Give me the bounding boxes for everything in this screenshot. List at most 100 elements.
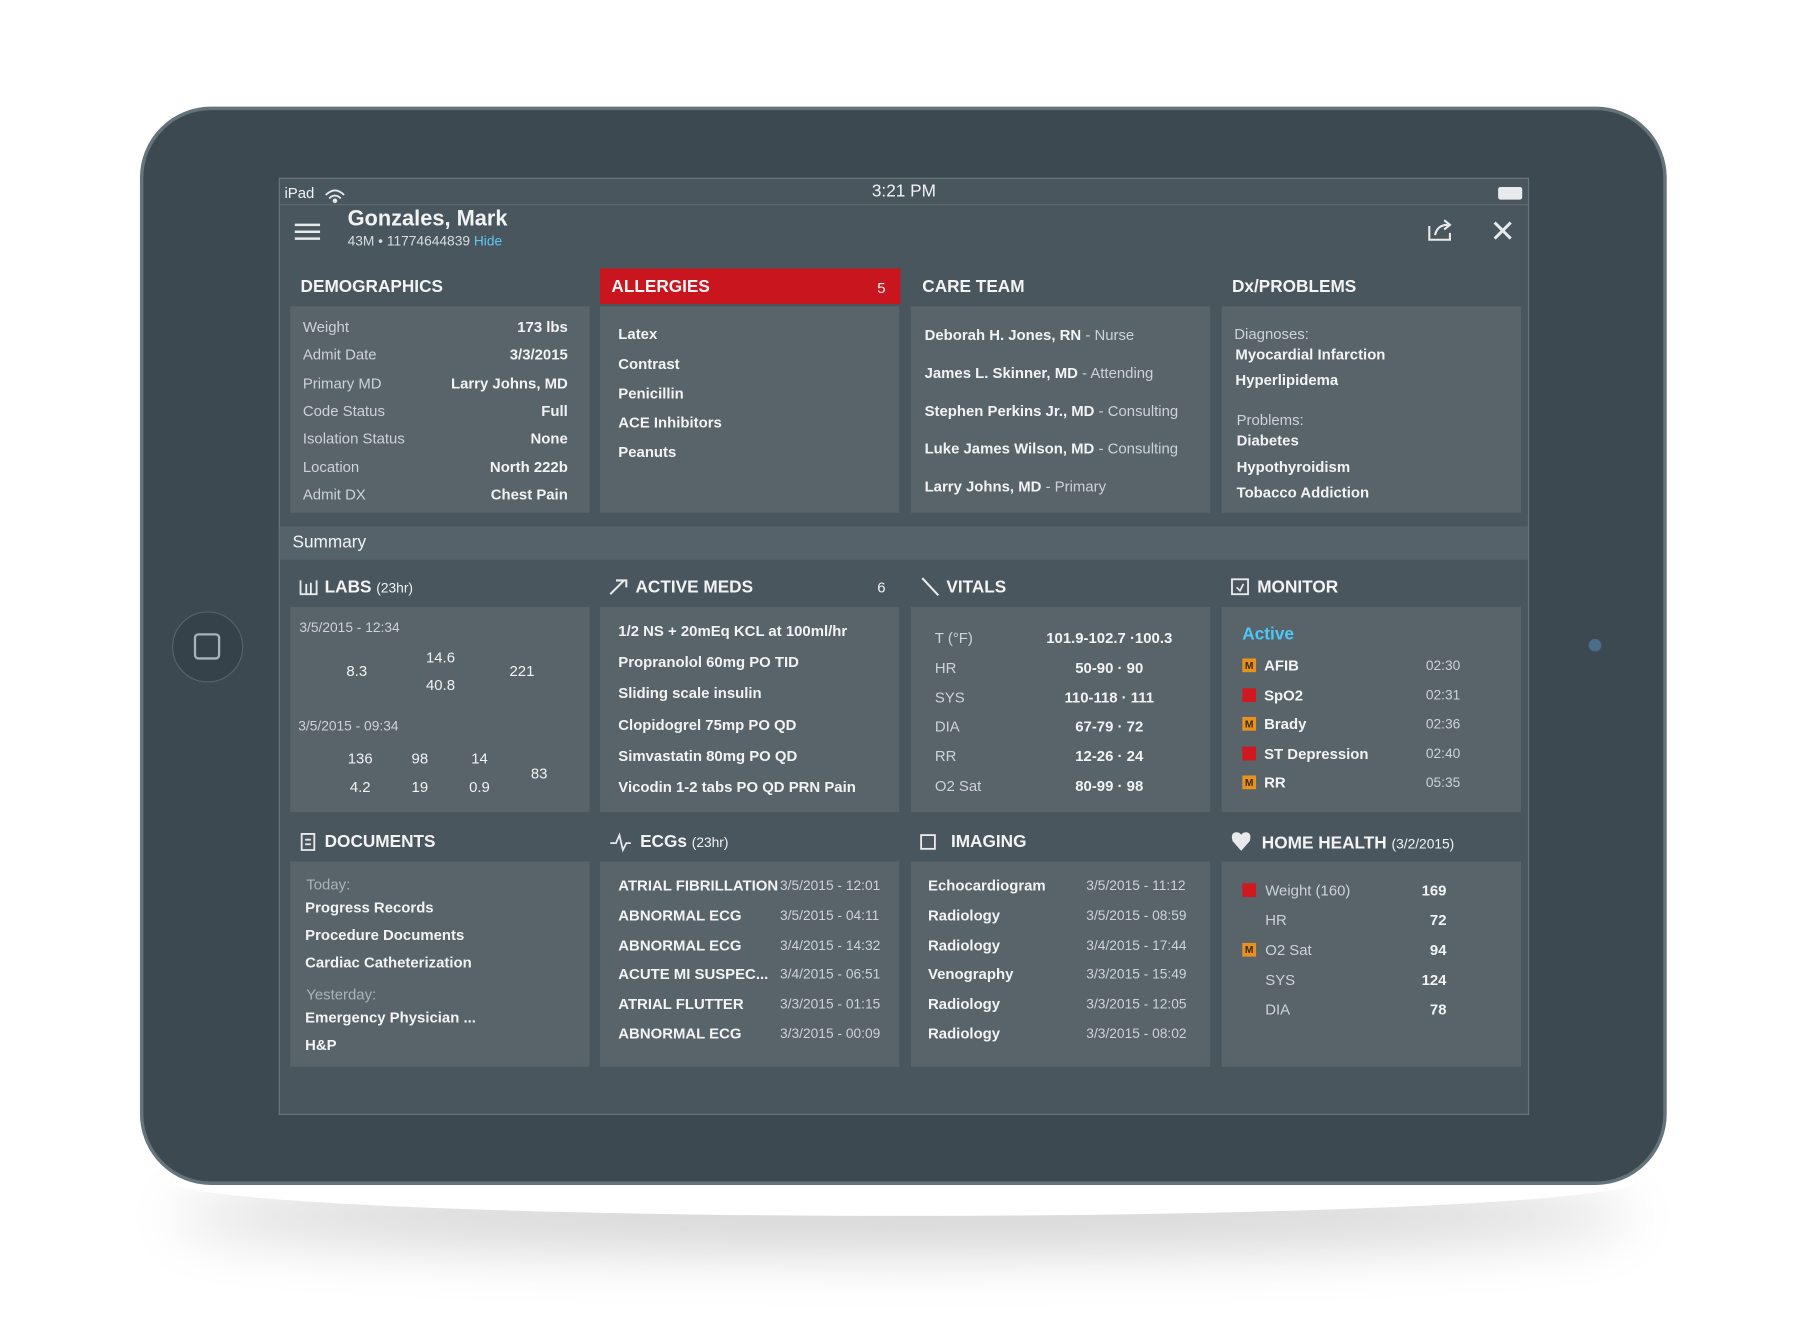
diagnosis: Hyperlipidema — [1235, 371, 1339, 389]
meds-icon — [609, 579, 628, 595]
field-label: Admit Date — [302, 346, 377, 364]
panel-body — [910, 306, 1211, 513]
group-label: Problems: — [1236, 411, 1304, 429]
panel-title: ACTIVE MEDS — [635, 577, 754, 598]
allergy: ACE Inhibitors — [618, 413, 722, 432]
vital-label: DIA — [934, 717, 960, 736]
field-value: North 222b — [489, 457, 568, 475]
allergy: Peanuts — [618, 443, 677, 461]
alert-badge — [1242, 746, 1257, 761]
document: H&P — [305, 1036, 337, 1054]
member-name: Deborah H. Jones, RN — [924, 326, 1082, 344]
field-label: Weight — [302, 318, 349, 336]
care-member: Stephen Perkins Jr., MD - Consulting — [925, 403, 1179, 418]
panel-title: IMAGING — [950, 832, 1027, 852]
ecg-date: 3/5/2015 - 12:01 — [780, 877, 881, 894]
panel-body — [599, 606, 900, 813]
alert-name: AFIB — [1264, 656, 1299, 674]
panel-body — [910, 861, 1211, 1067]
panel-body — [1221, 861, 1522, 1067]
reading-badge — [1242, 883, 1257, 898]
field-value: Full — [541, 401, 568, 420]
med: Simvastatin 80mg PO QD — [618, 747, 798, 765]
panel-title: Dx/PROBLEMS — [1231, 277, 1357, 297]
ecg-name: ABNORMAL ECG — [618, 1024, 742, 1043]
imaging-icon — [920, 834, 936, 850]
close-icon[interactable] — [1493, 221, 1512, 240]
vital-label: O2 Sat — [934, 777, 982, 795]
monitor-icon-check — [1236, 583, 1245, 593]
alert-name: RR — [1264, 774, 1286, 792]
care-member: Luke James Wilson, MD - Consulting — [925, 441, 1178, 456]
member-role: - Attending — [1082, 364, 1154, 382]
alert-badge — [1242, 687, 1257, 702]
panel-title: ALLERGIES — [611, 277, 710, 297]
field-value: 173 lbs — [517, 318, 568, 336]
lab-value: 221 — [509, 662, 535, 680]
lab-value: 14.6 — [425, 648, 456, 666]
allergy: Penicillin — [618, 384, 684, 402]
field-value: Chest Pain — [490, 485, 568, 503]
member-name: Luke James Wilson, MD — [924, 439, 1095, 458]
vital-value: 101.9-102.7 ·100.3 — [1046, 629, 1173, 647]
reading-value: 169 — [1421, 881, 1447, 899]
allergies-header — [599, 268, 901, 304]
ecg-name: ABNORMAL ECG — [618, 906, 742, 924]
reading-value: 72 — [1429, 911, 1447, 929]
panel-body — [910, 606, 1211, 813]
patient-info: 43M • 11774644839 Hide — [348, 234, 503, 248]
patient-name: Gonzales, Mark — [347, 207, 508, 232]
monitor-status: Active — [1242, 624, 1294, 645]
ecg-date: 3/4/2015 - 14:32 — [780, 936, 881, 953]
panel-title: MONITOR — [1257, 577, 1339, 598]
vital-label: SYS — [934, 688, 965, 706]
allergy-count: 5 — [877, 279, 886, 297]
status-time: 3:21 PM — [871, 181, 936, 202]
panel-body — [1221, 606, 1522, 813]
vital-label: HR — [934, 658, 957, 676]
vital-label: T (°F) — [934, 629, 973, 647]
alert-name: SpO2 — [1264, 686, 1304, 704]
imaging-date: 3/3/2015 - 08:02 — [1086, 1025, 1187, 1042]
member-name: Larry Johns, MD — [924, 477, 1042, 495]
member-role: - Nurse — [1085, 326, 1135, 344]
imaging-name: Radiology — [928, 906, 1001, 924]
field-value: Larry Johns, MD — [450, 374, 568, 392]
wifi-dot — [332, 198, 338, 204]
field-label: Admit DX — [302, 485, 366, 503]
reading-value: 78 — [1429, 1000, 1447, 1019]
baseline: (160) — [1315, 881, 1351, 899]
reading-name: HR — [1265, 911, 1287, 929]
document: Cardiac Catheterization — [305, 953, 472, 972]
ecg-name: ABNORMAL ECG — [618, 936, 742, 954]
med: Vicodin 1-2 tabs PO QD PRN Pain — [618, 778, 856, 796]
field-label: Isolation Status — [302, 429, 405, 448]
care-member: Larry Johns, MD - Primary — [925, 479, 1106, 494]
panel-title: DEMOGRAPHICS — [300, 277, 443, 297]
med: Sliding scale insulin — [618, 684, 762, 702]
ecg-name: ATRIAL FIBRILLATION — [618, 876, 779, 895]
med: Clopidogrel 75mp PO QD — [618, 715, 797, 734]
panel-title: HOME HEALTH (3/2/2015) — [1261, 833, 1455, 853]
panel-body — [290, 861, 590, 1067]
menu-icon[interactable] — [294, 223, 321, 240]
battery — [1498, 186, 1523, 200]
section-label: Summary — [292, 532, 367, 553]
field-label: Primary MD — [302, 374, 382, 392]
member-role: - Consulting — [1098, 402, 1179, 420]
imaging-date: 3/4/2015 - 17:44 — [1086, 936, 1187, 953]
vital-label: RR — [934, 747, 957, 765]
hide-link[interactable]: Hide — [473, 232, 503, 249]
alert-time: 02:31 — [1425, 686, 1461, 703]
member-name: James L. Skinner, MD — [924, 364, 1078, 382]
lab-time: 3/5/2015 - 12:34 — [299, 619, 400, 636]
share-icon[interactable] — [1428, 219, 1452, 241]
member-role: - Consulting — [1098, 439, 1179, 458]
allergy: Contrast — [618, 354, 680, 373]
imaging-name: Radiology — [928, 1024, 1001, 1043]
lab-value: 136 — [347, 749, 373, 767]
status-divider — [279, 204, 1528, 206]
alert-time: 02:36 — [1425, 716, 1461, 733]
med: 1/2 NS + 20mEq KCL at 100ml/hr — [618, 622, 848, 640]
alert-badge: M — [1242, 717, 1257, 731]
